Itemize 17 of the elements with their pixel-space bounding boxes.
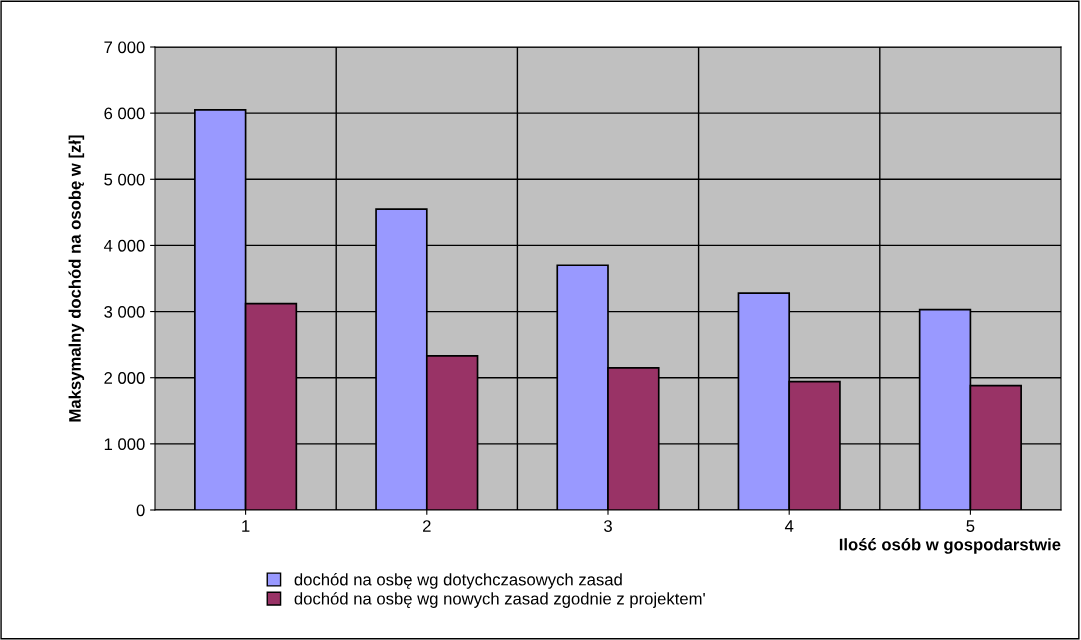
y-tick-label: 3 000 [104,305,145,318]
legend-label: dochód na osbę wg dotychczasowych zasad [294,573,622,589]
x-tick-label: 3 [604,520,612,532]
x-tick-label: 2 [423,520,431,532]
y-tick-label: 6 000 [104,107,145,120]
x-tick-label: 1 [242,520,250,532]
y-tick-label: 0 [136,504,145,517]
x-axis-title: Ilość osób w gospodarstwie [839,538,1061,554]
y-tick-label: 1 000 [104,438,145,451]
legend-label: dochód na osbę wg nowych zasad zgodnie z projektem' [294,592,705,608]
y-tick-label: 7 000 [104,41,145,54]
x-tick-label: 5 [966,520,975,532]
y-tick-label: 5 000 [104,173,145,186]
y-tick-label: 4 000 [103,239,145,252]
y-axis-title: Maksymalny dochód na osobę w [zł] [68,135,85,422]
x-tick-label: 4 [784,520,794,532]
y-tick-label: 2 000 [104,372,145,384]
